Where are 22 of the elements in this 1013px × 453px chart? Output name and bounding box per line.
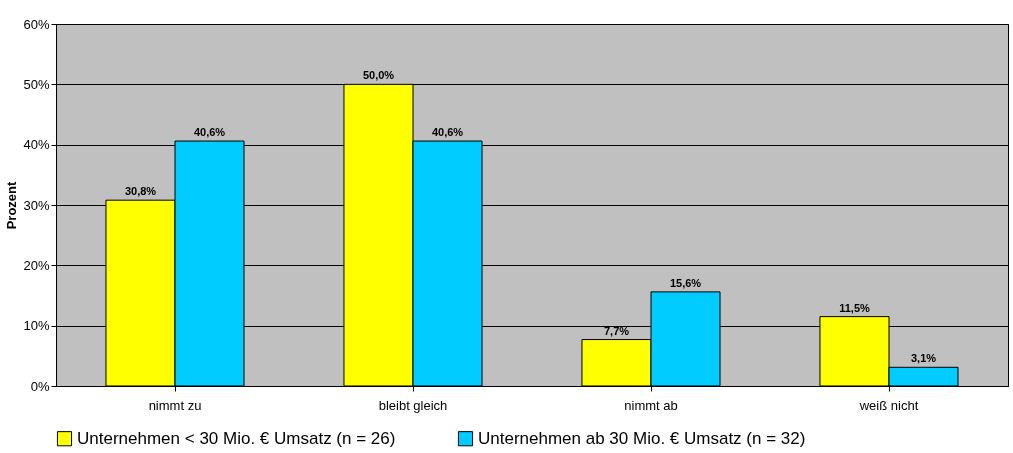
data-label: 15,6% (669, 276, 702, 289)
legend-label: Unternehmen ab 30 Mio. € Umsatz (n = 32) (478, 428, 806, 448)
y-tick-label: 30% (23, 197, 50, 213)
data-label: 7,7% (603, 324, 630, 337)
x-tick-label: weiß nicht (858, 397, 919, 413)
data-label: 30,8% (124, 185, 157, 198)
y-tick-label: 40% (23, 137, 50, 153)
y-axis-title: Prozent (4, 180, 20, 230)
data-label: 11,5% (839, 301, 870, 314)
x-tick-label: nimmt zu (148, 397, 202, 413)
data-label: 50,0% (362, 69, 395, 82)
y-tick-label: 10% (23, 318, 50, 334)
data-label: 40,6% (431, 126, 464, 139)
y-tick-label: 60% (23, 16, 50, 32)
x-tick-label: bleibt gleich (378, 397, 448, 413)
data-label: 40,6% (193, 126, 226, 139)
y-tick-label: 0% (30, 378, 50, 394)
data-label: 3,1% (910, 352, 937, 365)
y-tick-label: 20% (23, 257, 50, 273)
y-tick-label: 50% (23, 76, 50, 92)
x-tick-label: nimmt ab (624, 397, 678, 413)
legend-label: Unternehmen < 30 Mio. € Umsatz (n = 26) (77, 428, 396, 448)
